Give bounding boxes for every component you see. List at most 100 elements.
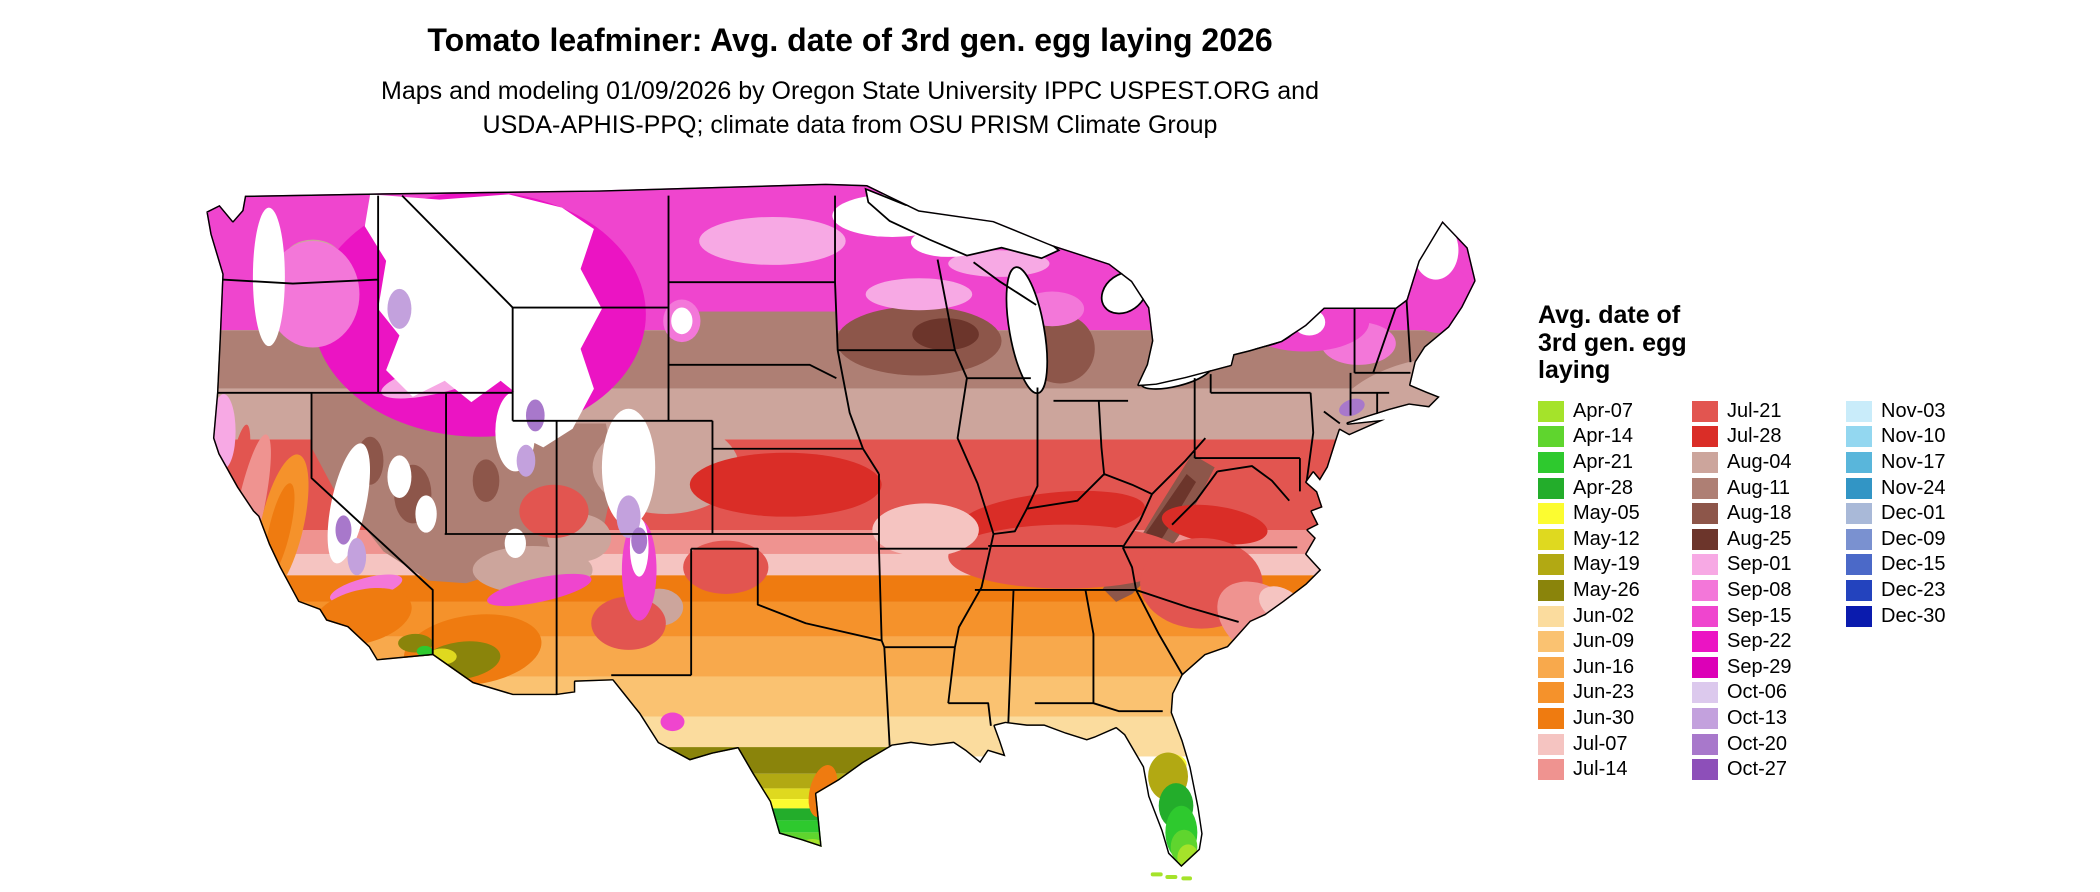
figure-subtitle-line-2: USDA-APHIS-PPQ; climate data from OSU PR…: [482, 110, 1218, 139]
map-band-apr28: [647, 808, 914, 821]
legend-swatch-apr21: [1538, 451, 1564, 473]
legend-entry: Nov-10: [1846, 424, 2000, 450]
legend-date-label: Aug-04: [1727, 450, 1792, 473]
legend-date-label: Apr-07: [1573, 399, 1634, 422]
legend-swatch-aug11: [1692, 477, 1718, 499]
legend-entry: May-26: [1538, 578, 1692, 604]
legend-entry: Dec-09: [1846, 526, 2000, 552]
legend-swatch-sep01: [1692, 554, 1718, 576]
legend-date-label: Sep-08: [1727, 578, 1792, 601]
legend-swatch-nov24: [1846, 477, 1872, 499]
map-band-apr07: [647, 841, 914, 868]
legend-date-label: Sep-29: [1727, 655, 1792, 678]
legend-swatch-jul28: [1692, 426, 1718, 448]
legend-swatch-nov10: [1846, 426, 1872, 448]
legend-swatch-dec01: [1846, 503, 1872, 525]
legend-title: Avg. date of 3rd gen. egg laying: [1538, 301, 1687, 384]
legend-swatch-jun02: [1538, 605, 1564, 627]
map-region-yuma-green: [416, 645, 433, 657]
legend-date-label: Nov-17: [1881, 450, 1946, 473]
legend-date-label: Dec-15: [1881, 553, 1946, 576]
legend-entry: Jun-30: [1538, 706, 1692, 732]
legend-column-2: Jul-21 Jul-28 Aug-04 Aug-11 Aug-18 Aug-25 Sep-…: [1692, 399, 1846, 783]
legend-date-label: Jul-21: [1727, 399, 1782, 422]
map-band-may05: [647, 799, 914, 809]
legend-entry: Dec-23: [1846, 578, 2000, 604]
legend-date-label: Nov-03: [1881, 399, 1946, 422]
legend-date-label: Dec-23: [1881, 578, 1946, 601]
legend-entry: Sep-08: [1692, 578, 1846, 604]
figure-header: Tomato leafminer: Avg. date of 3rd gen. …: [0, 22, 1700, 143]
legend-date-label: May-05: [1573, 502, 1640, 525]
legend-date-label: Jul-28: [1727, 425, 1782, 448]
legend-swatch-oct27: [1692, 759, 1718, 781]
legend-date-label: Apr-21: [1573, 450, 1634, 473]
legend-swatch-oct13: [1692, 707, 1718, 729]
map-band-may12: [647, 788, 914, 800]
legend-date-label: Aug-25: [1727, 527, 1792, 550]
legend-entry: Oct-20: [1692, 731, 1846, 757]
legend-swatch-oct06: [1692, 682, 1718, 704]
legend-entry: Jul-07: [1538, 731, 1692, 757]
legend-entry: Jul-28: [1692, 424, 1846, 450]
legend-entry: Oct-13: [1692, 706, 1846, 732]
legend-date-label: Aug-18: [1727, 502, 1792, 525]
legend-entry: May-05: [1538, 501, 1692, 527]
legend-date-label: Jun-30: [1573, 706, 1635, 729]
legend-entry: Jun-23: [1538, 680, 1692, 706]
legend-entry: Jul-14: [1538, 757, 1692, 783]
legend-swatch-sep22: [1692, 631, 1718, 653]
legend-date-label: Jun-09: [1573, 630, 1635, 653]
legend-entry: Apr-21: [1538, 450, 1692, 476]
legend-date-label: Nov-24: [1881, 476, 1946, 499]
legend-swatch-apr28: [1538, 477, 1564, 499]
legend-date-label: Dec-01: [1881, 502, 1946, 525]
legend-entry: Sep-29: [1692, 654, 1846, 680]
legend-entry: Dec-15: [1846, 552, 2000, 578]
legend-entry: Jun-09: [1538, 629, 1692, 655]
legend-swatch-jun30: [1538, 707, 1564, 729]
legend-swatch-oct20: [1692, 733, 1718, 755]
legend-date-label: Sep-15: [1727, 604, 1792, 627]
legend-swatch-sep08: [1692, 579, 1718, 601]
legend-date-label: Apr-28: [1573, 476, 1634, 499]
legend-entry: Sep-22: [1692, 629, 1846, 655]
legend-entry: Aug-18: [1692, 501, 1846, 527]
legend-swatch-dec15: [1846, 554, 1872, 576]
legend-entry: Oct-06: [1692, 680, 1846, 706]
map-region-oct13-speckles: [347, 288, 641, 576]
us-map: [206, 183, 1476, 881]
legend-entry: Aug-11: [1692, 475, 1846, 501]
legend-swatch-dec09: [1846, 528, 1872, 550]
legend-swatch-aug04: [1692, 451, 1718, 473]
legend-columns: Apr-07 Apr-14 Apr-21 Apr-28 May-05 May-12 May-…: [1538, 399, 2098, 783]
map-band-jun16: [206, 636, 1476, 677]
legend-entry: Jun-02: [1538, 603, 1692, 629]
legend-entry: Apr-14: [1538, 424, 1692, 450]
legend-date-label: May-19: [1573, 553, 1640, 576]
legend-swatch-dec30: [1846, 605, 1872, 627]
legend-entry: Nov-03: [1846, 399, 2000, 425]
figure-title: Tomato leafminer: Avg. date of 3rd gen. …: [427, 22, 1273, 58]
legend-entry: Apr-28: [1538, 475, 1692, 501]
legend-date-label: May-26: [1573, 578, 1640, 601]
map-band-may19: [647, 773, 914, 789]
map-band-jun09: [206, 676, 1476, 717]
legend-date-label: Dec-09: [1881, 527, 1946, 550]
legend-date-label: Jun-23: [1573, 681, 1635, 704]
legend-entry: Aug-04: [1692, 450, 1846, 476]
legend-date-label: Oct-13: [1727, 706, 1788, 729]
legend-date-label: Jun-02: [1573, 604, 1635, 627]
legend-swatch-apr14: [1538, 426, 1564, 448]
legend-swatch-may26: [1538, 579, 1564, 601]
legend-date-label: Sep-22: [1727, 630, 1792, 653]
map-band-may26: [647, 747, 914, 774]
legend-swatch-may12: [1538, 528, 1564, 550]
legend-date-label: Sep-01: [1727, 553, 1792, 576]
legend-swatch-aug25: [1692, 528, 1718, 550]
legend-entry: Aug-25: [1692, 526, 1846, 552]
legend-swatch-dec23: [1846, 579, 1872, 601]
state-borders: [216, 194, 1412, 746]
legend-swatch-jun09: [1538, 631, 1564, 653]
